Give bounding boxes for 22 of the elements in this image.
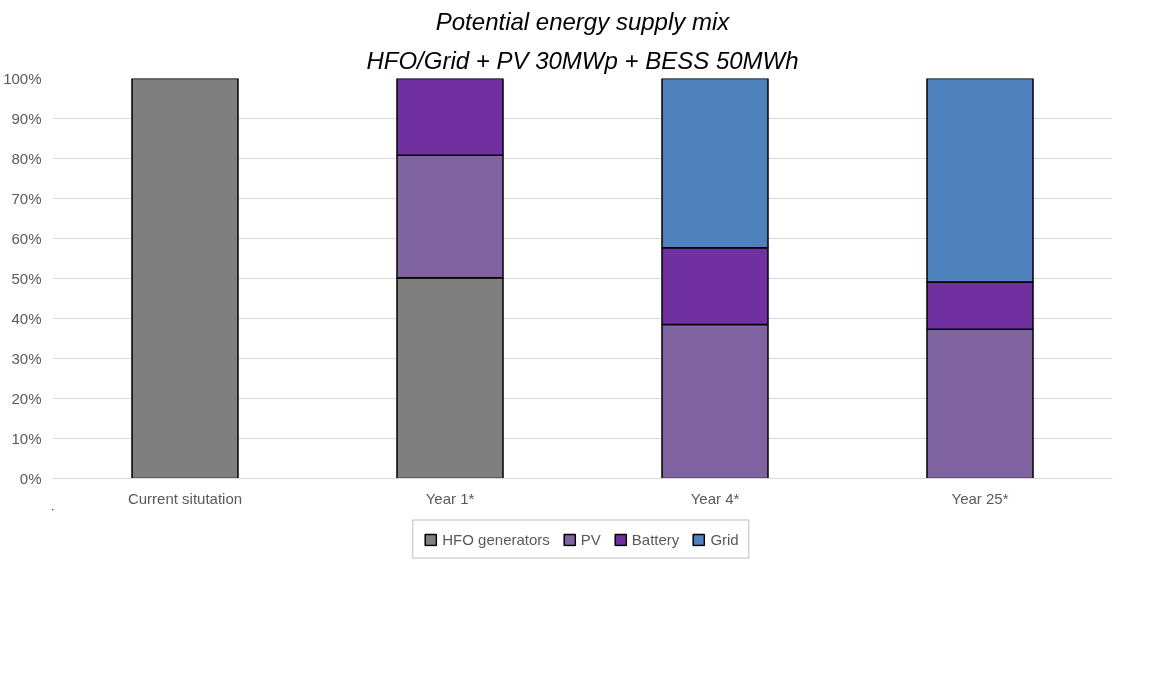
x-tick-label: Year 25* — [951, 489, 1009, 507]
legend-label: PV — [580, 530, 601, 548]
y-tick-label: 100% — [3, 70, 42, 87]
x-tick-label: Current situtation — [127, 489, 243, 507]
x-tick-label: Year 1* — [425, 489, 475, 507]
legend-label: Grid — [710, 530, 739, 548]
legend-label: Battery — [631, 530, 680, 548]
y-tick-label: 60% — [11, 230, 42, 247]
legend-label: HFO generators — [442, 530, 550, 548]
y-tick-label: 10% — [11, 430, 42, 447]
y-tick-label: 40% — [11, 310, 42, 327]
y-tick-label: 30% — [11, 350, 42, 367]
y-tick-label: 20% — [11, 390, 42, 407]
y-tick-label: 70% — [11, 190, 42, 207]
y-tick-label: 80% — [11, 150, 42, 167]
x-tick-label: Year 4* — [690, 489, 740, 507]
chart-title: Potential energy supply mix — [435, 7, 731, 35]
y-tick-label: 90% — [11, 110, 42, 127]
chart-subtitle: HFO/Grid + PV 30MWp + BESS 50MWh — [366, 46, 799, 74]
y-tick-label: 0% — [19, 470, 42, 487]
y-tick-label: 50% — [11, 270, 42, 287]
bar — [131, 78, 239, 479]
